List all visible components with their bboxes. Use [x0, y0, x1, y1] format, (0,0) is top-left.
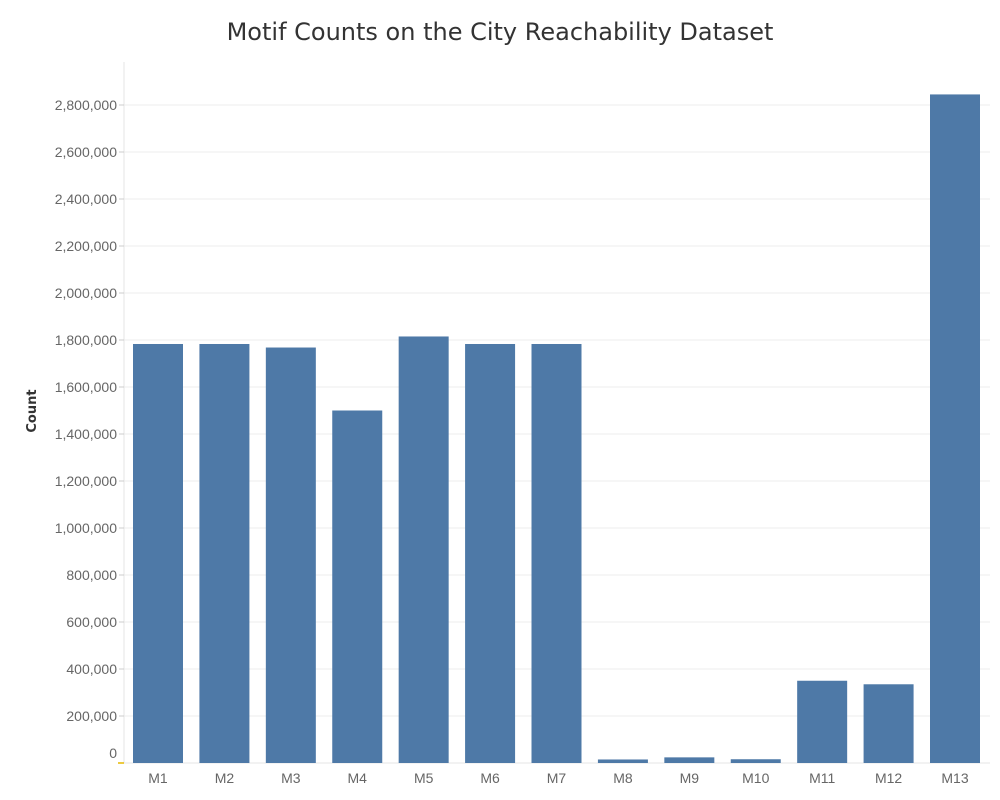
- y-tick-label: 2,000,000: [55, 285, 117, 301]
- bar-m8: [597, 759, 648, 763]
- y-tick-label: 800,000: [66, 567, 117, 583]
- x-tick-label: M7: [547, 770, 567, 786]
- y-tick-label: 1,000,000: [55, 520, 117, 536]
- x-tick-label: M13: [941, 770, 968, 786]
- bar-m12: [863, 684, 914, 763]
- x-tick-label: M4: [348, 770, 368, 786]
- x-tick-label: M10: [742, 770, 769, 786]
- x-tick-label: M6: [480, 770, 500, 786]
- y-tick-label: 2,600,000: [55, 144, 117, 160]
- x-tick-label: M3: [281, 770, 301, 786]
- y-tick-label: 2,800,000: [55, 97, 117, 113]
- x-tick-label: M1: [148, 770, 168, 786]
- y-tick-label: 1,800,000: [55, 332, 117, 348]
- bar-m7: [531, 343, 582, 763]
- bars: [133, 94, 980, 764]
- x-tick-label: M8: [613, 770, 633, 786]
- bar-m11: [797, 680, 848, 763]
- y-tick-label: 2,400,000: [55, 191, 117, 207]
- bar-m6: [465, 343, 516, 763]
- y-axis-label: Count: [25, 389, 40, 432]
- x-tick-label: M12: [875, 770, 902, 786]
- y-tick-label: 1,200,000: [55, 473, 117, 489]
- x-tick-label: M2: [215, 770, 235, 786]
- y-axis-ticks: 0 200,000 400,000 600,000 800,000 1,000,000 1,…: [55, 97, 124, 761]
- bar-m3: [265, 347, 316, 763]
- x-tick-label: M11: [809, 770, 835, 786]
- bar-m4: [332, 410, 383, 763]
- bar-m9: [664, 757, 715, 763]
- bar-m5: [398, 336, 449, 763]
- x-tick-label: M5: [414, 770, 434, 786]
- y-tick-label: 1,400,000: [55, 426, 117, 442]
- y-tick-label: 400,000: [66, 661, 117, 677]
- chart-title: Motif Counts on the City Reachability Da…: [226, 18, 774, 46]
- x-axis-ticks: M1 M2 M3 M4 M5 M6 M7 M8 M9 M10 M11 M12 M13: [148, 770, 969, 786]
- bar-m2: [199, 343, 250, 763]
- y-tick-label: 0: [109, 745, 117, 761]
- y-tick-label: 200,000: [66, 708, 117, 724]
- bar-m13: [930, 94, 980, 764]
- y-tick-label: 2,200,000: [55, 238, 117, 254]
- bar-m10: [730, 759, 781, 763]
- x-tick-label: M9: [680, 770, 700, 786]
- y-tick-label: 600,000: [66, 614, 117, 630]
- y-tick-label: 1,600,000: [55, 379, 117, 395]
- bar-m1: [133, 343, 183, 763]
